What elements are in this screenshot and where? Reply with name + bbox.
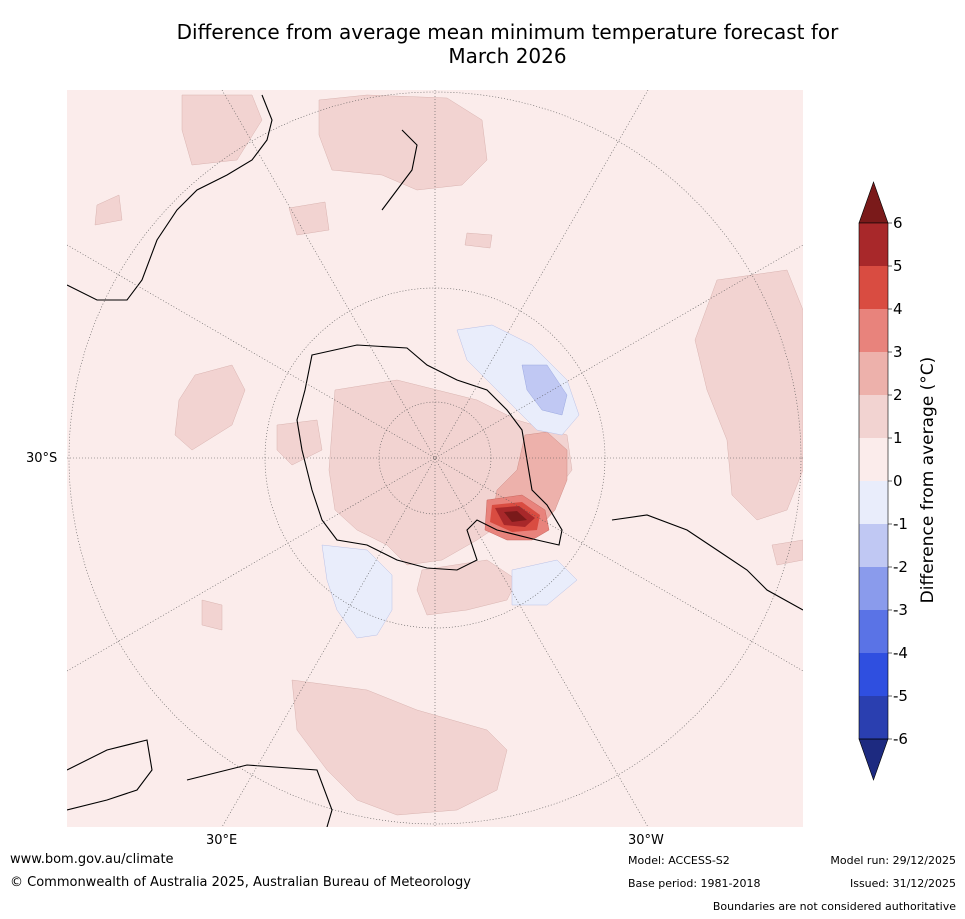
- colorbar-tick-label: 1: [893, 429, 903, 447]
- region-south-atlantic-cool: [511, 559, 578, 606]
- anomaly-1-2-regions: [94, 94, 803, 816]
- colorbar-extend-top: [858, 181, 889, 224]
- meridian-150: [221, 90, 649, 827]
- colorbar-bin: [859, 481, 888, 524]
- antarctica-coastline: [296, 344, 563, 571]
- region-australia-ne: [181, 94, 263, 166]
- colorbar: 6 5 4 3 2 1 0 -1 -2 -3 -4 -5 -6: [850, 180, 920, 789]
- colorbar-tick-label: -3: [893, 601, 908, 619]
- footer-model: Model: ACCESS-S2: [628, 854, 730, 867]
- colorbar-bin: [859, 524, 888, 567]
- new-zealand-coastline: [381, 129, 418, 211]
- colorbar-tick-label: -6: [893, 730, 908, 748]
- colorbar-bin: [859, 696, 888, 739]
- footer-website[interactable]: www.bom.gov.au/climate: [10, 852, 174, 867]
- colorbar-tick-label: 5: [893, 257, 903, 275]
- colorbar-bin: [859, 395, 888, 438]
- colorbar-bin: [859, 309, 888, 352]
- anomaly-neg-1-2-regions: [521, 364, 568, 416]
- region-small-south-west: [201, 599, 223, 631]
- region-drake-cooler: [521, 364, 568, 416]
- region-nz-north: [318, 94, 488, 191]
- meridian-120: [67, 244, 803, 672]
- lat-label-30s: 30°S: [26, 451, 58, 466]
- title-line-2: March 2026: [448, 44, 567, 68]
- footer-copyright: © Commonwealth of Australia 2025, Austra…: [10, 875, 471, 890]
- africa-coastline-west: [67, 739, 153, 811]
- region-south-atlantic-east: [694, 269, 803, 521]
- colorbar-tick-label: -2: [893, 558, 908, 576]
- colorbar-tick-label: -5: [893, 687, 908, 705]
- meridian-30: [221, 90, 649, 827]
- colorbar-bin: [859, 266, 888, 309]
- colorbar-bin: [859, 610, 888, 653]
- australia-coastline: [67, 94, 273, 301]
- colorbar-tick-label: 2: [893, 386, 903, 404]
- colorbar-tick-label: -4: [893, 644, 908, 662]
- title-line-1: Difference from average mean minimum tem…: [176, 20, 839, 44]
- footer-issued: Issued: 31/12/2025: [849, 877, 956, 890]
- colorbar-extend-bottom: [858, 738, 889, 781]
- colorbar-tick-label: -1: [893, 515, 908, 533]
- region-weddell-cool: [321, 544, 393, 639]
- map-panel[interactable]: [67, 90, 803, 827]
- region-south-africa-south: [291, 679, 508, 816]
- colorbar-bin: [859, 653, 888, 696]
- colorbar-bin: [859, 352, 888, 395]
- south-america-coastline: [611, 514, 803, 611]
- graticule: [67, 90, 803, 827]
- footer-model-run: Model run: 29/12/2025: [830, 854, 956, 867]
- chart-title: Difference from average mean minimum tem…: [100, 20, 915, 68]
- colorbar-title: Difference from average (°C): [918, 356, 938, 604]
- region-small-pacific: [464, 232, 493, 249]
- coastlines: [67, 94, 803, 827]
- graticule-circle-outer: [68, 91, 802, 825]
- africa-coastline-east: [186, 764, 333, 827]
- region-small-west: [94, 194, 123, 226]
- region-south-indian: [174, 364, 246, 451]
- footer-disclaimer: Boundaries are not considered authoritat…: [712, 900, 956, 913]
- polar-map: [67, 90, 803, 827]
- colorbar-bin: [859, 567, 888, 610]
- colorbar-tick-label: 3: [893, 343, 903, 361]
- colorbar-tick-label: 6: [893, 214, 903, 232]
- region-antarctica-west-edge: [276, 419, 323, 466]
- colorbar-tick-label: 0: [893, 472, 903, 490]
- colorbar-tick-label: 4: [893, 300, 903, 318]
- colorbar-bin: [859, 438, 888, 481]
- lon-label-30e: 30°E: [206, 833, 238, 848]
- meridian-60: [67, 244, 803, 672]
- footer-base-period: Base period: 1981-2018: [628, 877, 761, 890]
- region-small-east: [771, 539, 803, 566]
- colorbar-bin: [859, 223, 888, 266]
- region-weddell-south: [416, 559, 518, 616]
- colorbar-ticks: 6 5 4 3 2 1 0 -1 -2 -3 -4 -5 -6: [888, 214, 908, 748]
- colorbar-bins: [858, 181, 889, 781]
- region-small-tasman: [288, 201, 330, 236]
- region-peninsula-max: [504, 511, 527, 522]
- anomaly-extreme-regions: [495, 506, 535, 527]
- lon-label-30w: 30°W: [628, 833, 664, 848]
- colorbar-svg: 6 5 4 3 2 1 0 -1 -2 -3 -4 -5 -6: [858, 181, 908, 781]
